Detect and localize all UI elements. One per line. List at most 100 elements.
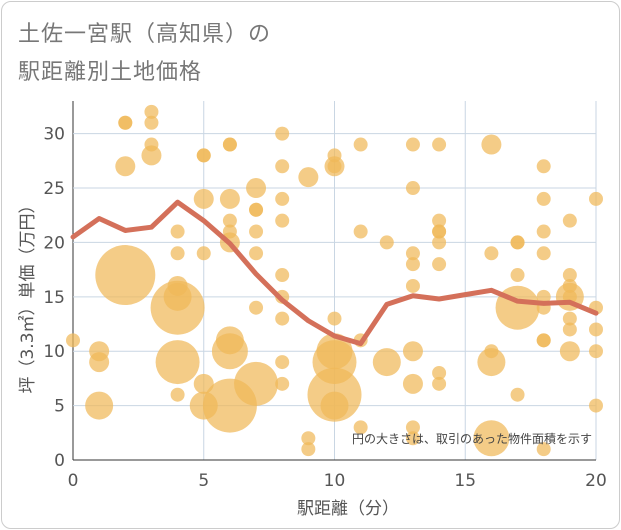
- data-bubble: [155, 340, 200, 385]
- data-bubble: [405, 181, 420, 196]
- y-tick-label: 0: [54, 451, 65, 471]
- data-bubble: [432, 257, 447, 272]
- data-bubble: [222, 137, 237, 152]
- data-bubble: [405, 137, 420, 152]
- data-bubble: [536, 333, 551, 348]
- bubble-size-note: 円の大きさは、取引のあった物件面積を示す: [352, 431, 592, 446]
- data-bubble: [589, 191, 603, 206]
- y-tick-label: 15: [43, 288, 65, 308]
- data-bubble: [510, 235, 525, 250]
- data-bubble: [536, 159, 551, 174]
- data-bubble: [275, 191, 290, 206]
- data-bubble: [536, 191, 551, 206]
- y-tick-label: 10: [43, 342, 65, 362]
- data-bubble: [118, 115, 133, 130]
- data-bubble: [327, 159, 342, 174]
- data-bubble: [484, 246, 499, 261]
- data-bubble: [301, 431, 316, 446]
- data-bubble: [89, 352, 110, 373]
- y-tick-label: 25: [43, 179, 65, 199]
- data-bubble: [275, 376, 290, 391]
- bubble-layer: [66, 104, 603, 457]
- data-bubble: [510, 387, 525, 402]
- data-bubble: [222, 213, 237, 228]
- data-bubble: [353, 420, 368, 435]
- data-bubble: [405, 431, 420, 446]
- data-bubble: [170, 246, 185, 261]
- data-bubble: [275, 159, 290, 174]
- data-bubble: [150, 280, 205, 335]
- data-bubble: [211, 333, 248, 370]
- data-bubble: [510, 268, 525, 283]
- data-bubble: [562, 311, 577, 326]
- data-bubble: [275, 268, 290, 283]
- data-bubble: [432, 224, 447, 239]
- data-bubble: [405, 278, 420, 293]
- data-bubble: [170, 387, 185, 402]
- data-bubble: [353, 224, 368, 239]
- data-bubble: [115, 156, 136, 177]
- data-bubble: [246, 178, 267, 199]
- data-bubble: [234, 361, 279, 406]
- x-tick-label: 0: [68, 471, 79, 491]
- data-bubble: [536, 224, 551, 239]
- data-bubble: [144, 104, 159, 119]
- data-bubble: [249, 300, 264, 315]
- data-bubble: [320, 391, 349, 420]
- y-axis-label: 坪（3.3㎡）単価（万円）: [18, 196, 38, 393]
- data-bubble: [298, 167, 319, 188]
- y-tick-label: 30: [43, 125, 65, 145]
- data-bubble: [536, 289, 551, 304]
- chart-title-line2: 駅距離別土地価格: [18, 60, 203, 85]
- data-bubble: [275, 311, 290, 326]
- y-tick-label: 20: [43, 233, 65, 253]
- data-bubble: [327, 311, 342, 326]
- x-tick-label: 5: [198, 471, 209, 491]
- data-bubble: [402, 341, 423, 362]
- data-bubble: [372, 348, 401, 377]
- data-bubble: [432, 137, 447, 152]
- data-bubble: [432, 365, 447, 380]
- data-bubble: [562, 268, 577, 283]
- data-bubble: [275, 126, 290, 141]
- data-bubble: [85, 391, 114, 420]
- trend-line: [70, 199, 599, 347]
- data-bubble: [481, 134, 502, 155]
- data-bubble: [432, 213, 447, 228]
- data-bubble: [196, 148, 211, 163]
- data-bubble: [589, 322, 603, 337]
- data-bubble: [473, 420, 510, 457]
- x-tick-label: 10: [324, 471, 346, 491]
- data-bubble: [402, 373, 423, 394]
- data-bubble: [405, 257, 420, 272]
- data-bubble: [536, 442, 551, 457]
- data-bubble: [170, 224, 185, 239]
- x-axis-label: 駅距離（分）: [297, 499, 399, 519]
- data-bubble: [379, 235, 394, 250]
- data-bubble: [141, 145, 162, 166]
- data-bubble: [275, 355, 290, 370]
- data-bubble: [477, 348, 506, 377]
- data-bubble: [589, 398, 603, 413]
- data-bubble: [432, 376, 447, 391]
- x-tick-label: 15: [454, 471, 476, 491]
- data-bubble: [432, 235, 447, 250]
- data-bubble: [249, 246, 264, 261]
- chart-title-line1: 土佐一宮駅（高知県）の: [18, 22, 272, 47]
- data-bubble: [196, 246, 211, 261]
- data-bubble: [275, 213, 290, 228]
- data-bubble: [66, 333, 80, 348]
- data-bubble: [249, 202, 264, 217]
- data-bubble: [144, 115, 159, 130]
- data-bubble: [249, 224, 264, 239]
- x-tick-label: 20: [585, 471, 607, 491]
- data-bubble: [301, 442, 316, 457]
- data-bubble: [536, 246, 551, 261]
- data-bubble: [219, 188, 240, 209]
- data-bubble: [95, 245, 156, 306]
- data-bubble: [405, 246, 420, 261]
- data-bubble: [405, 420, 420, 435]
- data-bubble: [589, 344, 603, 359]
- data-bubble: [193, 188, 214, 209]
